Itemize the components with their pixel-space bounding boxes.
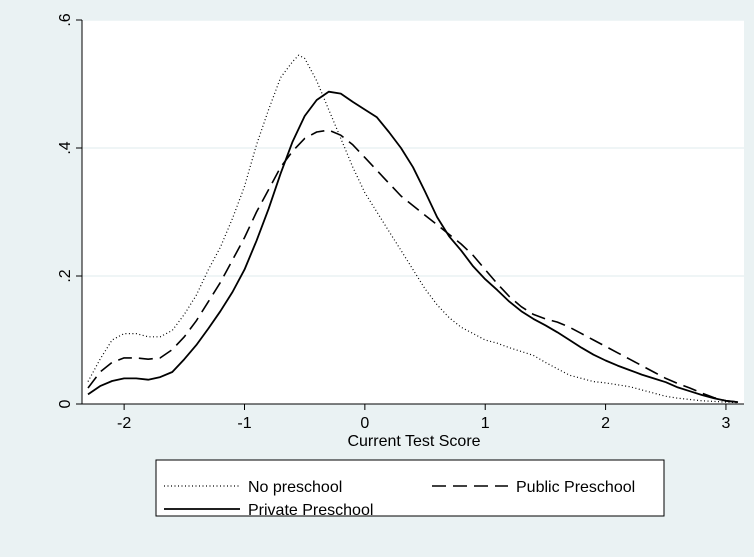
y-tick-label: 0 bbox=[57, 399, 74, 408]
x-tick-label: 3 bbox=[721, 415, 730, 432]
series-line-public-preschool bbox=[87, 129, 739, 403]
plot-area bbox=[82, 20, 744, 404]
x-tick-label: 2 bbox=[601, 415, 610, 432]
y-axis-ticks: 0 .2 .4 .6 bbox=[57, 13, 82, 408]
x-tick-label: 0 bbox=[360, 415, 369, 432]
x-tick-label: -2 bbox=[117, 415, 131, 432]
legend-label-public-preschool: Public Preschool bbox=[516, 479, 635, 496]
y-tick-label: .2 bbox=[57, 269, 74, 282]
gridlines bbox=[82, 19, 744, 277]
series-lines bbox=[87, 54, 739, 404]
series-line-private-preschool bbox=[87, 90, 739, 403]
legend-label-private-preschool: Private Preschool bbox=[248, 502, 373, 519]
x-tick-label: -1 bbox=[237, 415, 251, 432]
legend-box bbox=[155, 459, 665, 517]
legend: No preschool Public Preschool Private Pr… bbox=[155, 459, 665, 519]
x-axis-ticks: -2 -1 0 1 2 3 bbox=[117, 404, 730, 432]
x-axis-title: Current Test Score bbox=[347, 433, 480, 450]
legend-label-no-preschool: No preschool bbox=[248, 479, 342, 496]
x-tick-label: 1 bbox=[481, 415, 490, 432]
y-tick-label: .6 bbox=[57, 13, 74, 26]
y-tick-label: .4 bbox=[57, 141, 74, 154]
